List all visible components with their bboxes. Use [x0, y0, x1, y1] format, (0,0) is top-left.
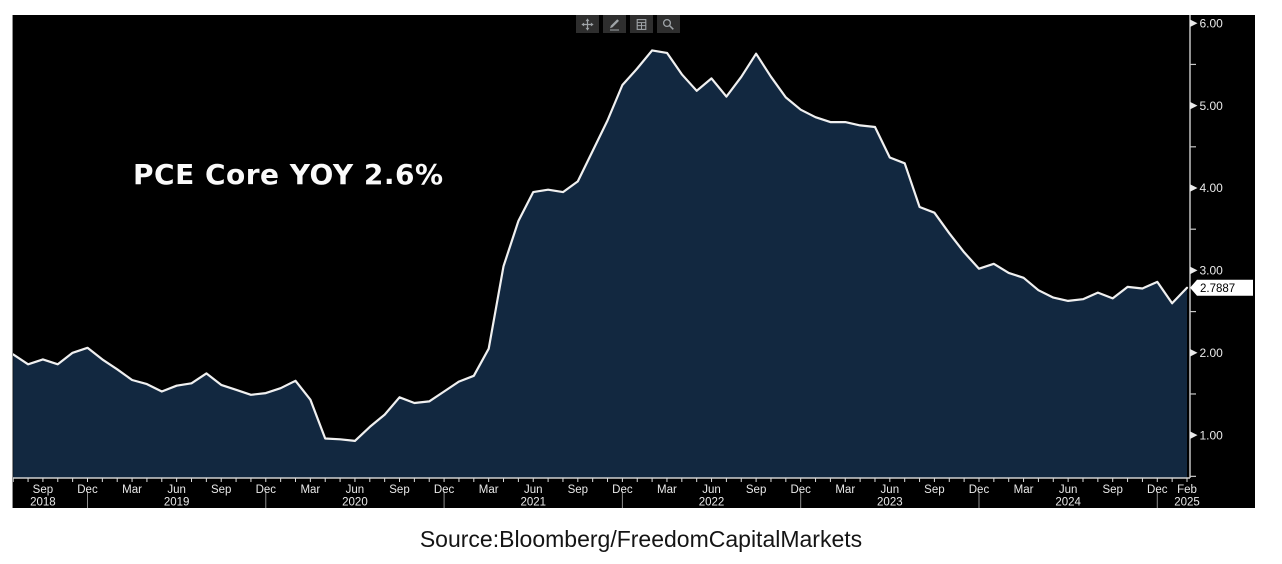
pencil-icon: [610, 18, 619, 30]
x-tick-month-label: Dec: [77, 484, 98, 496]
x-tick-month-label: Sep: [924, 484, 944, 496]
x-tick-year-label: 2020: [342, 497, 368, 509]
y-major-tick: [1190, 348, 1198, 357]
last-value-badge: [1190, 279, 1253, 296]
x-tick-month-label: Mar: [835, 484, 855, 496]
x-tick-month-label: Sep: [211, 484, 231, 496]
area-series: [13, 50, 1188, 479]
x-tick-month-label: Jun: [346, 484, 365, 496]
x-tick-month-label: Dec: [434, 484, 455, 496]
chart-panel: Sep 2018 Dec Mar Jun 2019 Sep Dec Mar Jun 2020 Sep D…: [13, 15, 1255, 508]
toolbar-zoom-button[interactable]: [657, 15, 680, 33]
price-line: [13, 49, 1189, 442]
x-tick-month-label: Sep: [746, 484, 766, 496]
x-tick-month-label: Sep: [1102, 484, 1122, 496]
x-tick-month-label: Sep: [389, 484, 409, 496]
x-tick-month-label: Mar: [300, 484, 320, 496]
y-major-tick: [1190, 19, 1198, 28]
x-tick-year-label: 2022: [699, 497, 725, 509]
y-major-tick: [1190, 184, 1198, 192]
x-tick-month-label: Dec: [790, 484, 811, 496]
move-icon: [581, 17, 594, 31]
source-text: Source:Bloomberg/FreedomCapitalMarkets: [419, 526, 863, 552]
x-tick-month-label: Dec: [1147, 484, 1168, 496]
x-tick-month-label: Jun: [881, 484, 900, 496]
panel-left-border: [11, 15, 14, 508]
x-tick-month-label: Jun: [1059, 484, 1078, 496]
y-tick-label: 6.00: [1200, 16, 1224, 30]
x-tick-month-label: Dec: [969, 484, 990, 496]
x-tick-month-label: Sep: [568, 484, 588, 496]
x-tick-year-label: 2024: [1055, 497, 1081, 509]
news-icon: [636, 18, 647, 30]
y-tick-label: 5.00: [1200, 99, 1224, 113]
x-tick-year-label: 2025: [1174, 497, 1200, 509]
x-tick-month-label: Feb: [1177, 484, 1197, 496]
x-tick-month-label: Sep: [33, 484, 53, 496]
x-tick-month-label: Jun: [702, 484, 721, 496]
magnifier-icon: [662, 18, 674, 30]
x-tick-month-label: Mar: [1014, 484, 1034, 496]
y-tick-label: 4.00: [1200, 181, 1224, 195]
toolbar-move-button[interactable]: [576, 15, 599, 33]
x-tick-month-label: Mar: [479, 484, 499, 496]
x-tick-month-label: Dec: [256, 484, 277, 496]
toolbar-draw-button[interactable]: [603, 15, 626, 33]
y-major-tick: [1190, 101, 1198, 110]
y-tick-label: 2.00: [1200, 346, 1224, 360]
toolbar-news-button[interactable]: [630, 15, 653, 33]
y-major-tick: [1190, 266, 1198, 275]
last-value-label: 2.7887: [1200, 283, 1235, 295]
chart-toolbar: [576, 15, 680, 33]
x-tick-month-label: Mar: [122, 484, 142, 496]
x-tick-month-label: Jun: [524, 484, 543, 496]
x-tick-year-label: 2019: [164, 497, 190, 509]
x-tick-month-label: Mar: [657, 484, 677, 496]
x-tick-year-label: 2018: [30, 497, 56, 509]
y-tick-label: 1.00: [1200, 428, 1224, 442]
x-tick-month-label: Dec: [612, 484, 633, 496]
x-tick-year-label: 2023: [877, 497, 903, 509]
y-major-tick: [1190, 431, 1198, 439]
y-tick-label: 3.00: [1200, 264, 1224, 278]
x-tick-month-label: Jun: [167, 484, 186, 496]
chart-title: PCE Core YOY 2.6%: [133, 158, 444, 191]
x-tick-year-label: 2021: [520, 497, 546, 509]
